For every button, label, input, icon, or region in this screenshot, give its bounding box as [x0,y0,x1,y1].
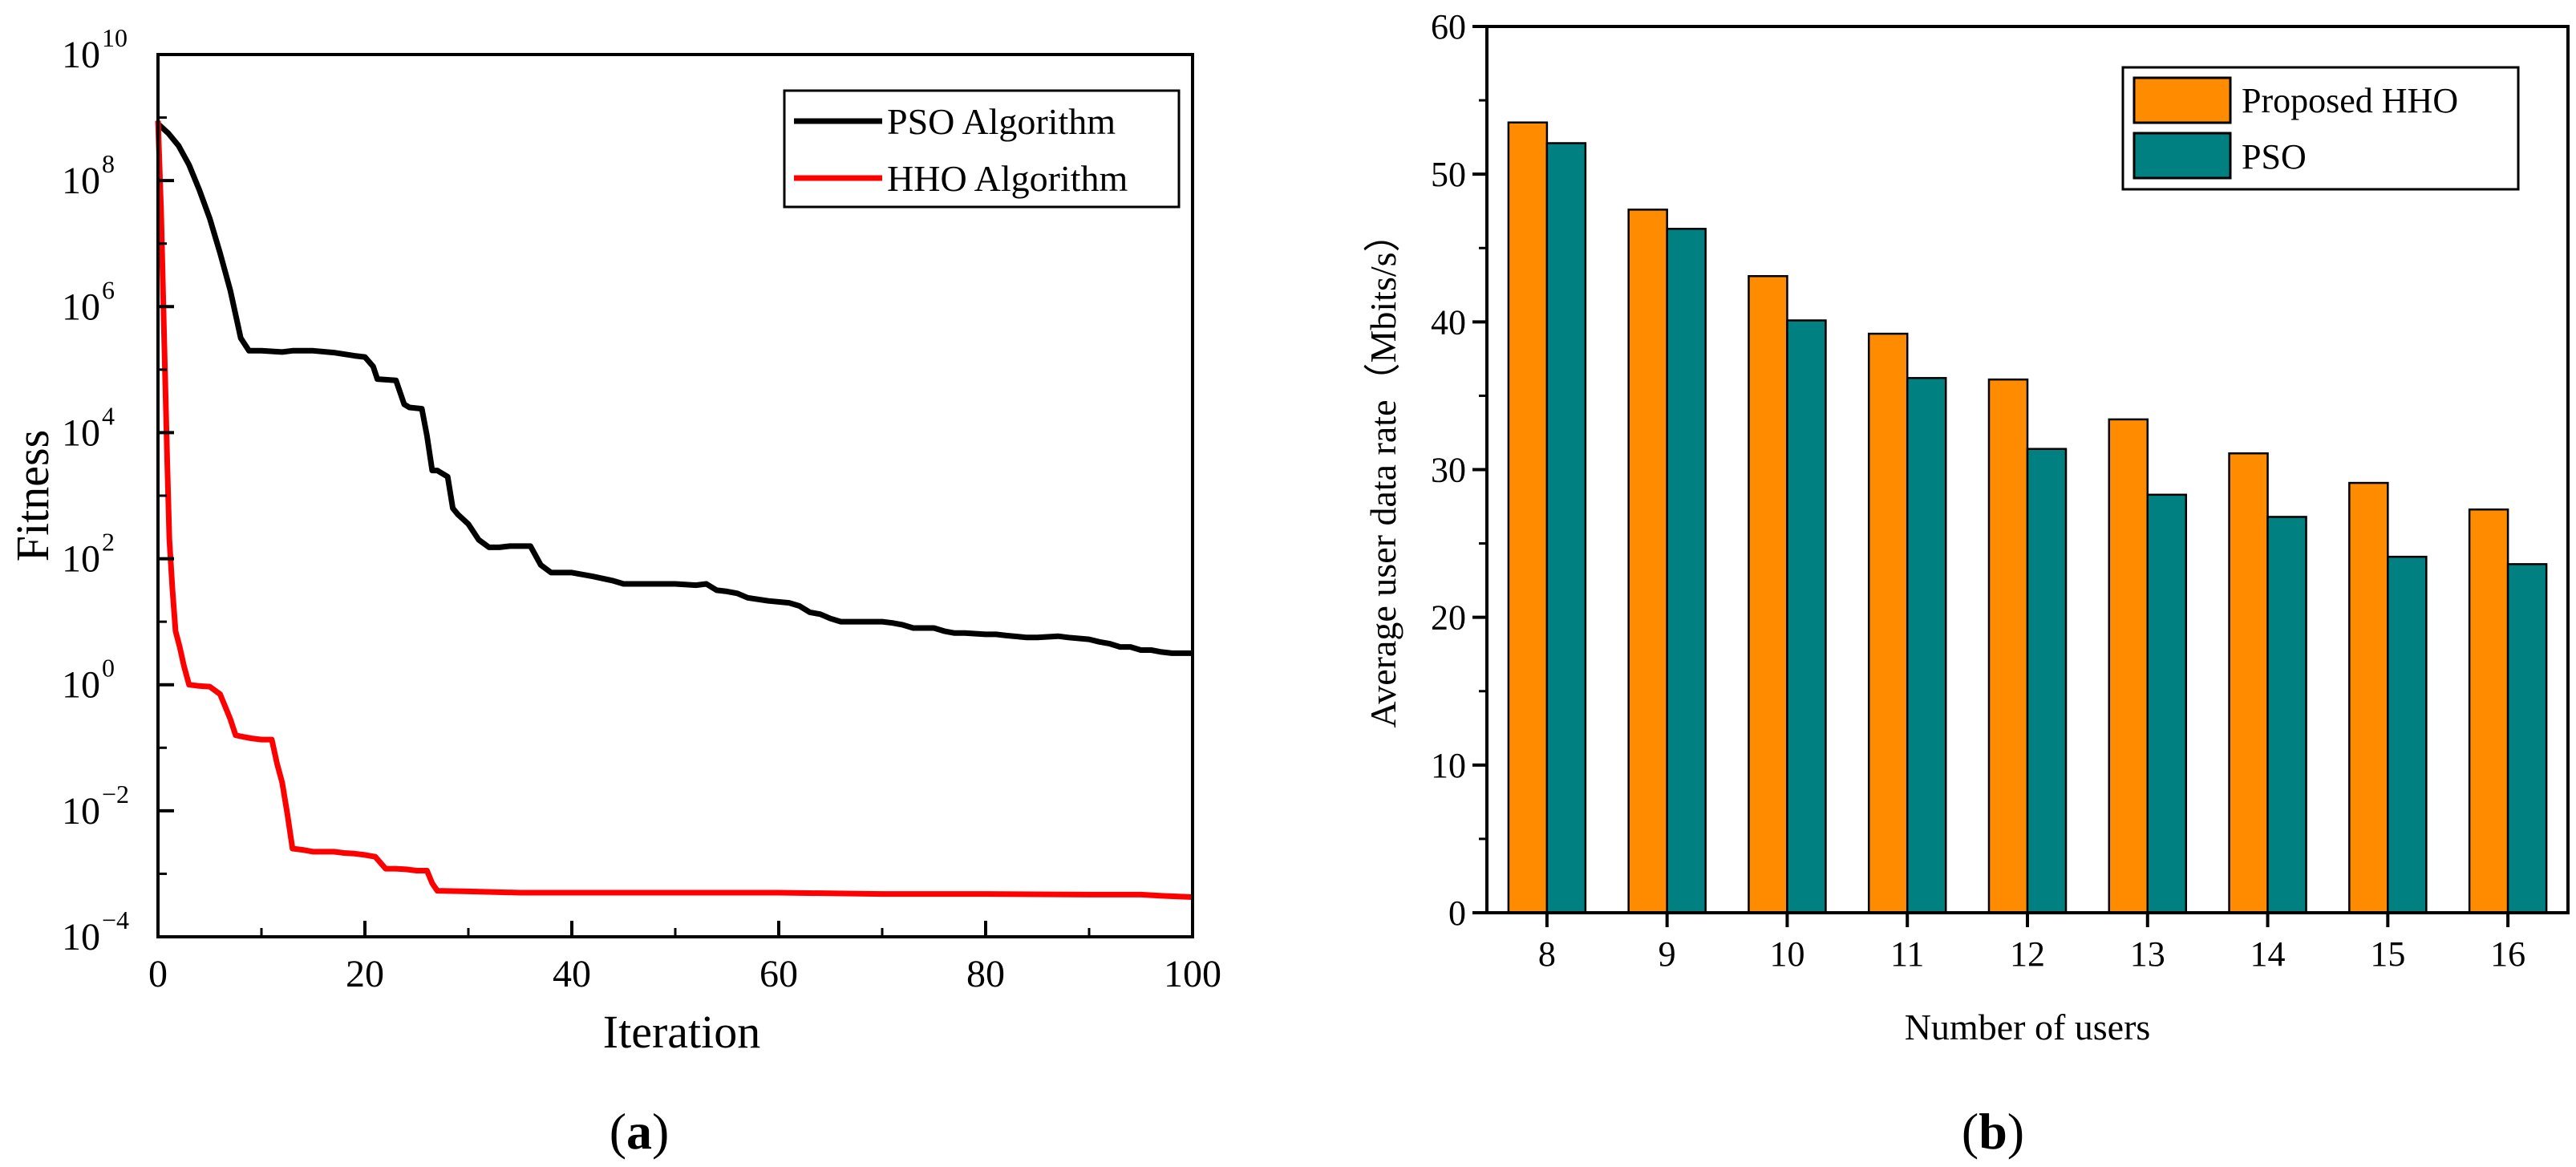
bar-pso-14 [2266,516,2307,914]
legend-label-hho-algorithm: HHO Algorithm [887,158,1128,199]
bar-proposed-hho-13 [2108,418,2149,914]
y-tick-label: 10 [62,411,100,454]
x-tick-label: 15 [2370,934,2405,974]
x-tick-label: 8 [1538,934,1556,974]
panel-b-x-axis-title: Number of users [1905,1007,2151,1047]
bar-pso-8 [1545,142,1587,914]
y-tick-exponent: −4 [102,906,129,934]
bar-pso-13 [2146,493,2188,914]
y-tick-label: 10 [62,160,100,202]
x-tick-label: 11 [1890,934,1924,974]
x-tick-label: 40 [553,953,591,995]
y-tick-label: 10 [62,34,100,76]
legend-label-proposed-hho: Proposed HHO [2242,81,2458,120]
y-tick-exponent: −2 [102,780,129,808]
x-tick-label: 12 [2010,934,2045,974]
y-tick-exponent: 2 [102,528,115,557]
y-tick-label: 0 [1448,893,1466,933]
y-tick-exponent: 8 [102,149,115,178]
legend-label-pso: PSO [2242,137,2307,176]
x-tick-label: 20 [346,953,384,995]
bar-proposed-hho-8 [1507,121,1549,914]
y-tick-label: 60 [1431,7,1466,47]
panel-b-plot-frame [1485,25,2570,914]
panel-b-y-tick-labels: 0 10 20 30 40 50 60 [1431,7,1466,933]
legend-label-pso-algorithm: PSO Algorithm [887,101,1116,142]
panel-b-legend: Proposed HHO PSO [2121,66,2520,191]
y-tick-exponent: 6 [102,275,115,304]
y-tick-label: 10 [62,538,100,581]
x-tick-label: 14 [2250,934,2286,974]
panel-b-y-axis-title: Average user data rate（Mbits/s） [1363,215,1403,727]
y-tick-label: 10 [62,286,100,328]
bar-proposed-hho-16 [2468,508,2509,914]
panel-a-caption-letter: a [626,1103,652,1160]
legend-swatch-pso [2132,132,2232,180]
x-tick-label: 80 [966,953,1005,995]
x-tick-label: 10 [1769,934,1804,974]
y-tick-exponent: 4 [102,401,115,430]
bar-pso-16 [2506,563,2548,914]
panel-a-legend-box [783,89,1181,209]
x-tick-label: 0 [148,953,168,995]
panel-a-y-axis-title: Fitness [6,430,59,561]
y-tick-label: 20 [1431,598,1466,638]
panel-b-caption: (b) [1962,1103,2024,1160]
panel-a-plot-frame [156,53,1194,938]
panel-b-ticks [1472,25,2510,927]
x-tick-label: 13 [2130,934,2165,974]
y-tick-exponent: 0 [102,654,115,683]
x-tick-label: 16 [2490,934,2525,974]
y-tick-label: 40 [1431,302,1466,342]
bar-proposed-hho-15 [2348,481,2389,914]
y-tick-label: 10 [62,664,100,707]
x-tick-label: 60 [759,953,798,995]
bar-pso-12 [2026,448,2068,914]
bar-proposed-hho-12 [1987,378,2029,914]
bar-pso-15 [2387,555,2428,914]
series-line-pso-algorithm [156,121,1193,656]
bar-proposed-hho-11 [1867,332,1909,914]
legend-swatch-proposed-hho [2132,76,2232,124]
panel-a-legend: PSO Algorithm HHO Algorithm [783,89,1181,209]
bar-pso-11 [1906,377,1947,914]
y-tick-label: 10 [1431,746,1466,785]
panel-a-x-axis-title: Iteration [603,1006,760,1058]
panel-b-x-tick-labels: 8 9 10 11 12 13 14 15 16 [1538,934,2525,974]
bar-proposed-hho-10 [1748,274,1788,914]
series-line-hho-algorithm [155,120,1193,900]
panel-b-caption-letter: b [1979,1103,2007,1160]
y-tick-label: 30 [1431,451,1466,490]
bar-proposed-hho-9 [1627,209,1668,914]
bar-pso-10 [1786,319,1827,914]
bar-pso-9 [1666,228,1707,914]
panel-a-x-tick-labels: 0 20 40 60 80 100 [148,953,1221,995]
x-tick-label: 100 [1164,953,1221,995]
x-tick-label: 9 [1659,934,1676,974]
y-tick-label: 10 [62,916,100,958]
bar-proposed-hho-14 [2228,452,2269,914]
y-tick-label: 50 [1431,155,1466,194]
y-tick-label: 10 [62,790,100,833]
panel-a-series-group [155,120,1193,900]
y-tick-exponent: 10 [102,23,128,52]
panel-b-data-rate-chart: 8 9 10 11 12 13 14 15 16 0 10 20 30 40 50 60 Proposed … [1363,7,2570,1160]
panel-a-caption: (a) [610,1103,670,1160]
